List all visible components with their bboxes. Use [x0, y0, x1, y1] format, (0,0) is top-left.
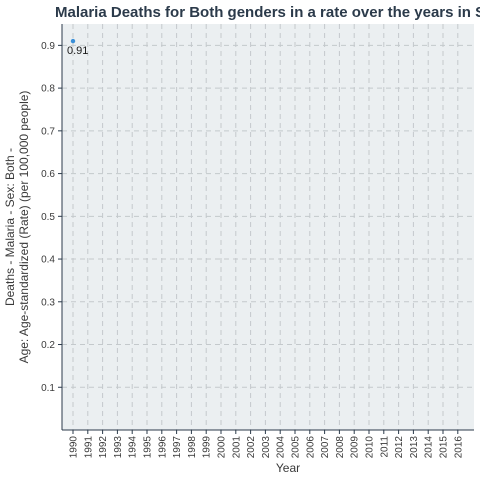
x-tick-label: 2013: [409, 436, 420, 459]
x-tick-label: 2003: [261, 436, 272, 459]
x-tick-label: 2016: [453, 436, 464, 459]
x-axis-title: Year: [276, 461, 300, 475]
y-tick-label: 0.7: [41, 126, 55, 137]
y-tick-label: 0.1: [41, 383, 55, 394]
x-tick-label: 2007: [320, 436, 331, 459]
x-tick-label: 1995: [143, 436, 154, 459]
x-tick-label: 2011: [379, 436, 390, 458]
x-tick-label: 2006: [305, 436, 316, 459]
x-tick-label: 1997: [172, 436, 183, 459]
axes: [61, 24, 474, 431]
data-label: 0.91: [67, 45, 88, 57]
x-tick-label: 1992: [98, 436, 109, 459]
x-tick-label: 2014: [424, 436, 435, 459]
y-tick-label: 0.3: [41, 297, 55, 308]
x-tick-label: 2004: [276, 436, 287, 459]
data-points: 0.91: [67, 38, 88, 57]
x-tick-label: 2002: [246, 436, 257, 459]
y-tick-label: 0.8: [41, 84, 55, 95]
y-tick-label: 0.5: [41, 212, 55, 223]
x-tick-label: 2000: [217, 436, 228, 459]
x-tick-label: 1996: [157, 436, 168, 459]
x-tick-label: 2015: [439, 436, 450, 459]
x-tick-label: 1998: [187, 436, 198, 459]
y-tick-label: 0.4: [41, 255, 55, 266]
y-axis-title-line-2: Age: Age-standardized (Rate) (per 100,00…: [17, 91, 31, 364]
chart-title: Malaria Deaths for Both genders in a rat…: [55, 4, 480, 21]
y-axis-ticks: 0.1 0.2 0.3 0.4 0.5 0.6 0.7 0.8 0.9: [41, 41, 62, 394]
x-tick-label: 2005: [291, 436, 302, 459]
x-tick-label: 1993: [113, 436, 124, 459]
x-tick-label: 2012: [394, 436, 405, 459]
y-tick-label: 0.6: [41, 169, 55, 180]
plot-background: [62, 24, 474, 430]
x-tick-label: 2008: [335, 436, 346, 459]
x-tick-label: 1999: [202, 436, 213, 459]
x-tick-label: 2010: [365, 436, 376, 459]
x-tick-label: 1994: [128, 436, 139, 459]
x-tick-label: 2001: [231, 436, 242, 459]
x-tick-label: 1990: [69, 436, 80, 459]
y-tick-label: 0.2: [41, 340, 55, 351]
x-tick-label: 1991: [83, 436, 94, 459]
data-point: [70, 38, 76, 44]
x-axis-ticks: 1990 1991 1992 1993 1994 1995 1996 1997 1998 1999…: [69, 430, 464, 459]
y-tick-label: 0.9: [41, 41, 55, 52]
grid-lines: [62, 24, 474, 430]
x-tick-label: 2009: [350, 436, 361, 459]
y-axis-title-line-1: Deaths - Malaria - Sex: Both -: [3, 148, 17, 306]
